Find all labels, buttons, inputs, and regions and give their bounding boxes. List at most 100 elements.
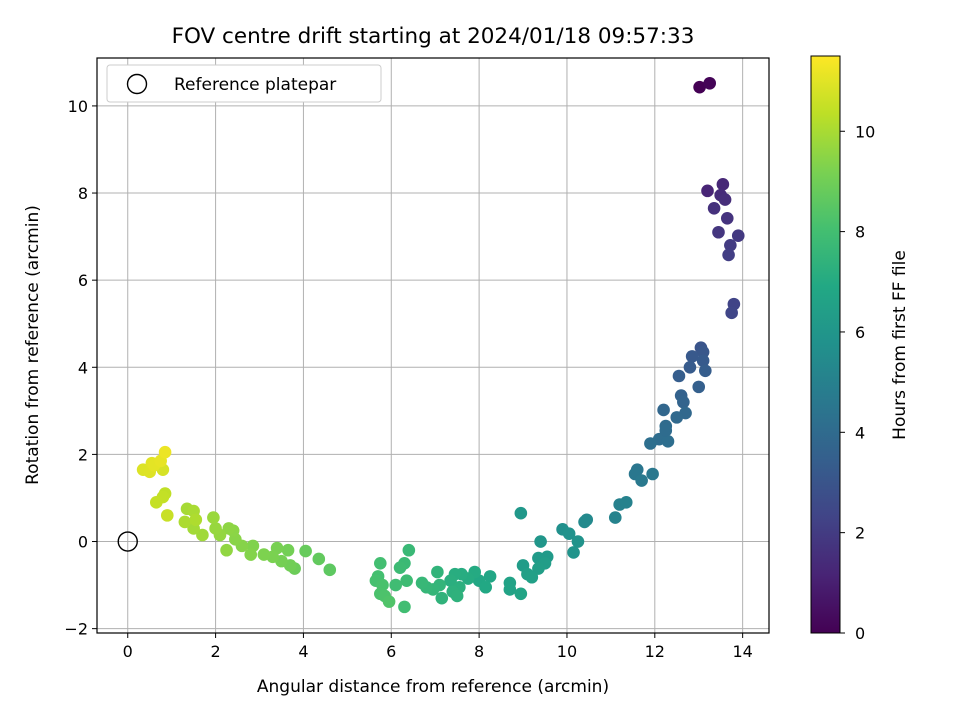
y-tick-label: 2 (78, 445, 88, 464)
data-point (207, 511, 220, 524)
data-point (196, 528, 209, 542)
data-point (696, 345, 710, 359)
data-point (281, 543, 295, 557)
data-point (534, 535, 547, 548)
data-point (685, 350, 699, 363)
data-point (450, 589, 464, 603)
legend-reference-marker (126, 73, 148, 95)
data-point (514, 587, 528, 601)
x-tick-label: 2 (210, 642, 220, 661)
data-point (635, 474, 648, 487)
data-point (571, 535, 585, 548)
y-axis-ticks: −2 0 2 4 6 8 10 (64, 97, 97, 639)
data-point (672, 369, 686, 383)
data-point (160, 509, 174, 522)
data-point (525, 570, 539, 584)
data-point (373, 557, 387, 570)
colorbar-tick-label: 8 (855, 223, 865, 242)
data-point (299, 544, 312, 558)
data-point (701, 184, 714, 198)
data-point (725, 306, 738, 320)
data-point (514, 506, 528, 520)
data-point (209, 522, 222, 535)
data-point (693, 80, 706, 94)
legend: Reference platepar (106, 64, 382, 103)
data-point (731, 229, 745, 243)
data-point (562, 527, 576, 540)
x-tick-label: 14 (732, 642, 752, 661)
data-point (567, 546, 580, 559)
x-tick-label: 10 (557, 642, 577, 661)
data-point (657, 403, 670, 417)
y-tick-label: −2 (64, 620, 88, 639)
data-point (696, 354, 710, 368)
data-point (158, 445, 172, 459)
data-point (222, 522, 236, 535)
data-point (703, 76, 717, 90)
data-point (400, 574, 413, 588)
data-point (716, 178, 730, 191)
data-point (431, 565, 444, 579)
data-point (724, 239, 737, 252)
data-point (398, 600, 411, 614)
y-tick-label: 10 (68, 97, 88, 116)
chart-title: FOV centre drift starting at 2024/01/18 … (172, 24, 695, 49)
data-point (323, 563, 337, 577)
data-point (699, 364, 712, 378)
data-point (692, 380, 706, 394)
y-tick-label: 0 (78, 533, 88, 552)
data-point (257, 548, 271, 561)
data-points (117, 76, 745, 614)
data-point (683, 360, 697, 374)
plot-area-frame (96, 57, 770, 634)
x-axis-ticks: 0 2 4 6 8 10 12 14 (123, 633, 753, 661)
data-point (382, 595, 396, 608)
colorbar-tick-label: 2 (855, 524, 865, 543)
data-point (402, 543, 416, 557)
data-point (659, 424, 673, 437)
data-point (720, 212, 734, 225)
y-tick-label: 6 (78, 271, 88, 290)
data-point (393, 561, 407, 574)
y-axis-label: Rotation from reference (arcmin) (23, 205, 43, 485)
data-point (532, 562, 545, 575)
grid (97, 58, 769, 633)
colorbar-label: Hours from first FF file (890, 250, 910, 440)
data-point (661, 435, 675, 448)
data-point (178, 515, 192, 529)
x-tick-label: 0 (123, 642, 133, 661)
reference-platepar-marker (117, 531, 138, 552)
data-point (479, 580, 493, 594)
data-point (707, 201, 721, 215)
y-tick-label: 4 (78, 358, 88, 377)
x-tick-label: 8 (474, 642, 484, 661)
x-tick-label: 6 (386, 642, 396, 661)
data-point (220, 543, 233, 557)
data-point (718, 193, 732, 206)
legend-entry-reference: Reference platepar (174, 75, 336, 95)
legend-box (106, 64, 382, 103)
data-point (435, 591, 449, 605)
data-point (444, 574, 457, 588)
data-point (503, 583, 517, 596)
data-point (619, 496, 633, 509)
x-tick-label: 12 (645, 642, 665, 661)
data-point (646, 467, 659, 481)
data-point (483, 570, 497, 583)
colorbar: 0 2 4 6 8 10 Hours from first FF file (810, 55, 910, 643)
colorbar-tick-label: 6 (855, 323, 865, 342)
data-point (677, 395, 690, 409)
data-point (644, 437, 657, 450)
data-point (312, 552, 326, 566)
y-tick-label: 8 (78, 184, 88, 203)
x-axis-label: Angular distance from reference (arcmin) (257, 677, 609, 697)
data-point (149, 496, 163, 509)
colorbar-tick-label: 10 (855, 122, 875, 141)
data-point (608, 511, 622, 524)
x-tick-label: 4 (298, 642, 308, 661)
data-point (670, 411, 684, 424)
data-point (415, 576, 429, 590)
colorbar-gradient (810, 55, 841, 634)
colorbar-tick-label: 0 (855, 624, 865, 643)
